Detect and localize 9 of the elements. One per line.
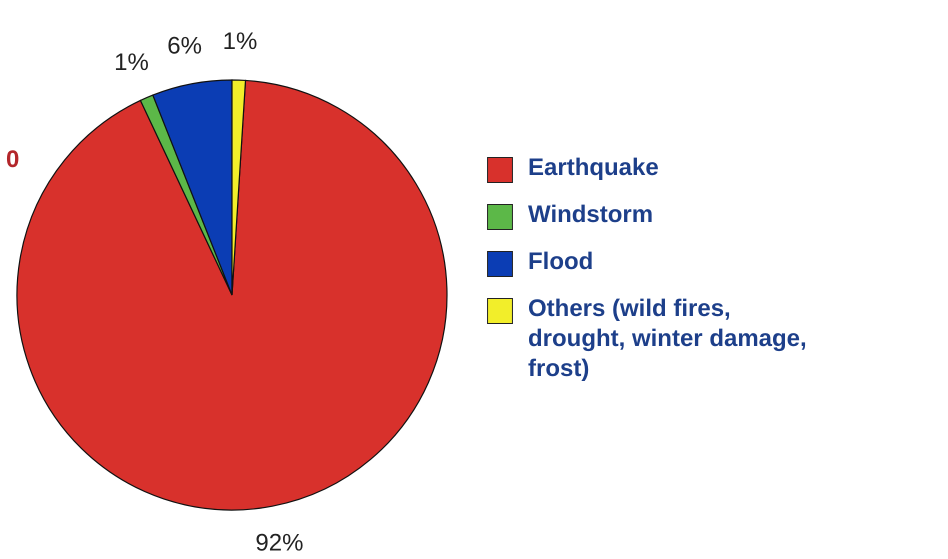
legend-label: Others (wild fires, drought, winter damage, frost): [528, 295, 807, 382]
legend-label: Earthquake: [528, 154, 659, 181]
data-label: 92%: [255, 530, 304, 557]
legend-label: Windstorm: [528, 201, 654, 228]
data-label: 6%: [167, 32, 202, 60]
legend-label: Flood: [528, 248, 594, 275]
text: 0: [6, 146, 20, 173]
data-label: 1%: [222, 28, 258, 56]
data-label: 1%: [114, 48, 149, 76]
